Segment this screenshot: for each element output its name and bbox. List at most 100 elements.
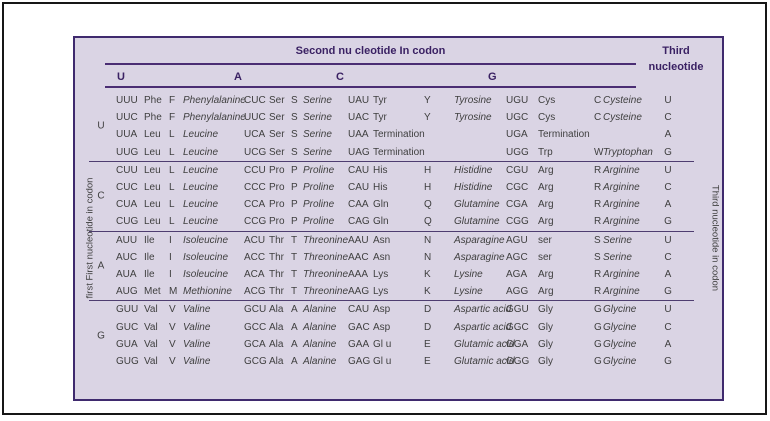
amino-letter-cell: A xyxy=(291,355,298,367)
third-nucleotide-cell: A xyxy=(664,199,672,211)
table-row: GUA Val V Valine GCA Ala A Alanine GAA Gl u E Gluta… xyxy=(75,336,726,353)
row-group-label: A xyxy=(97,260,105,272)
amino-name-cell: Asparagine xyxy=(454,251,505,263)
codon-cell: GGA xyxy=(506,338,529,350)
amino-name-cell: Serine xyxy=(303,112,332,124)
column-header-u: U xyxy=(117,71,125,83)
amino-name-cell: Valine xyxy=(183,338,211,350)
amino-name-cell: Glutamic acid xyxy=(454,338,515,350)
codon-cell: UUC xyxy=(116,112,138,124)
codon-cell: CCA xyxy=(244,199,266,211)
amino-abbr-cell: Leu xyxy=(144,164,161,176)
group-separator xyxy=(89,300,694,302)
amino-abbr-cell: Ser xyxy=(269,112,285,124)
amino-letter-cell: W xyxy=(594,146,604,158)
amino-letter-cell: T xyxy=(291,286,298,298)
amino-abbr-cell: Asp xyxy=(373,304,391,316)
amino-name-cell: Glutamine xyxy=(454,216,500,228)
column-header-c: C xyxy=(336,71,344,83)
amino-letter-cell: S xyxy=(291,95,298,106)
amino-abbr-cell: Gly xyxy=(538,355,553,367)
codon-cell: UUC xyxy=(244,112,266,124)
amino-name-cell: Arginine xyxy=(603,181,640,193)
amino-name-cell: Phenylalanine xyxy=(183,112,246,124)
table-row: CUG Leu L Leucine CCG Pro P Proline CAG Gln Q Gluta… xyxy=(75,213,726,230)
amino-name-cell: Glycine xyxy=(603,355,637,367)
codon-cell: UAA xyxy=(348,129,369,141)
amino-name-cell: Histidine xyxy=(454,164,493,176)
table-row: GUC Val V Valine GCC Ala A Alanine GAC Asp D Aspart… xyxy=(75,319,726,336)
codon-cell: AAG xyxy=(348,286,370,298)
amino-abbr-cell: Arg xyxy=(538,164,554,176)
codon-group-a: A AUU Ile I Isoleucine ACU Thr T Threonine AAU Asn… xyxy=(75,232,726,301)
amino-name-cell: Glutamine xyxy=(454,199,500,211)
amino-abbr-cell: Ser xyxy=(269,95,285,106)
second-nucleotide-title: Second nu cleotide In codon xyxy=(295,45,446,57)
codon-group-u: U UUU Phe F Phenylalanine CUC Ser S Serine UAU Tyr… xyxy=(75,92,726,161)
amino-abbr-cell: Gly xyxy=(538,304,553,316)
third-nucleotide-cell: U xyxy=(664,234,672,246)
codon-cell: CUC xyxy=(244,95,266,106)
amino-abbr-cell: Cys xyxy=(538,95,556,106)
amino-letter-cell: V xyxy=(169,304,176,316)
amino-abbr-cell: Ile xyxy=(144,234,155,246)
codon-cell: GUG xyxy=(116,355,139,367)
amino-abbr-cell: Gly xyxy=(538,321,553,333)
table-row: GUG Val V Valine GCG Ala A Alanine GAG Gl u E Gluta… xyxy=(75,353,726,370)
codon-cell: ACG xyxy=(244,286,266,298)
amino-name-cell: Threonine xyxy=(303,251,349,263)
amino-abbr-cell: Gl u xyxy=(373,355,392,367)
amino-name-cell: Valine xyxy=(183,304,211,316)
amino-name-cell: Leucine xyxy=(183,146,219,158)
amino-abbr-cell: Trp xyxy=(538,146,553,158)
codon-cell: GUA xyxy=(116,338,138,350)
codon-cell: GCG xyxy=(244,355,267,367)
amino-name-cell: Tyrosine xyxy=(454,112,492,124)
amino-letter-cell: S xyxy=(594,234,601,246)
amino-letter-cell: S xyxy=(291,129,298,141)
codon-cell: AAA xyxy=(348,268,369,280)
amino-name-cell: Threonine xyxy=(303,268,349,280)
codon-cell: AUG xyxy=(116,286,138,298)
amino-name-cell: Leucine xyxy=(183,199,219,211)
amino-letter-cell: P xyxy=(291,216,298,228)
codon-cell: UAC xyxy=(348,112,370,124)
amino-letter-cell: S xyxy=(594,251,601,263)
amino-name-cell: Leucine xyxy=(183,129,219,141)
codon-cell: UGA xyxy=(506,129,528,141)
table-row: UUA Leu L Leucine UCA Ser S Serine UAA Terminatio… xyxy=(75,126,726,143)
amino-abbr-cell: Tyr xyxy=(373,95,387,106)
table-row: AUC Ile I Isoleucine ACC Thr T Threonine AAC Asn N… xyxy=(75,249,726,266)
amino-name-cell: Glycine xyxy=(603,304,637,316)
codon-group-g: G GUU Val V Valine GCU Ala A Alanine CAU Asp D Aspar… xyxy=(75,301,726,370)
amino-abbr-cell: Ala xyxy=(269,321,284,333)
amino-abbr-cell: Ser xyxy=(269,146,285,158)
codon-cell: CGG xyxy=(506,216,529,228)
amino-name-cell: Aspartic acid xyxy=(454,304,512,316)
amino-letter-cell: P xyxy=(291,164,298,176)
amino-letter-cell: N xyxy=(424,251,432,263)
codon-cell: ACU xyxy=(244,234,266,246)
amino-letter-cell: Q xyxy=(424,199,432,211)
amino-letter-cell: V xyxy=(169,338,176,350)
third-nucleotide-cell: U xyxy=(664,95,672,106)
amino-letter-cell: A xyxy=(291,338,298,350)
codon-cell: UAU xyxy=(348,95,370,106)
amino-letter-cell: C xyxy=(594,95,602,106)
codon-cell: ACA xyxy=(244,268,265,280)
amino-name-cell: Serine xyxy=(303,146,332,158)
amino-letter-cell: C xyxy=(594,112,602,124)
amino-abbr-cell: Thr xyxy=(269,234,284,246)
amino-letter-cell: M xyxy=(169,286,178,298)
amino-letter-cell: L xyxy=(169,164,175,176)
amino-letter-cell: S xyxy=(291,112,298,124)
amino-letter-cell: R xyxy=(594,164,602,176)
third-nucleotide-cell: C xyxy=(664,112,672,124)
amino-abbr-cell: Ser xyxy=(269,129,285,141)
amino-abbr-cell: Arg xyxy=(538,286,554,298)
amino-name-cell: Proline xyxy=(303,164,335,176)
codon-cell: CCG xyxy=(244,216,267,228)
table-row: AUA Ile I Isoleucine ACA Thr T Threonine AAA Lys K… xyxy=(75,266,726,283)
amino-name-cell: Proline xyxy=(303,199,335,211)
amino-letter-cell: G xyxy=(594,355,602,367)
